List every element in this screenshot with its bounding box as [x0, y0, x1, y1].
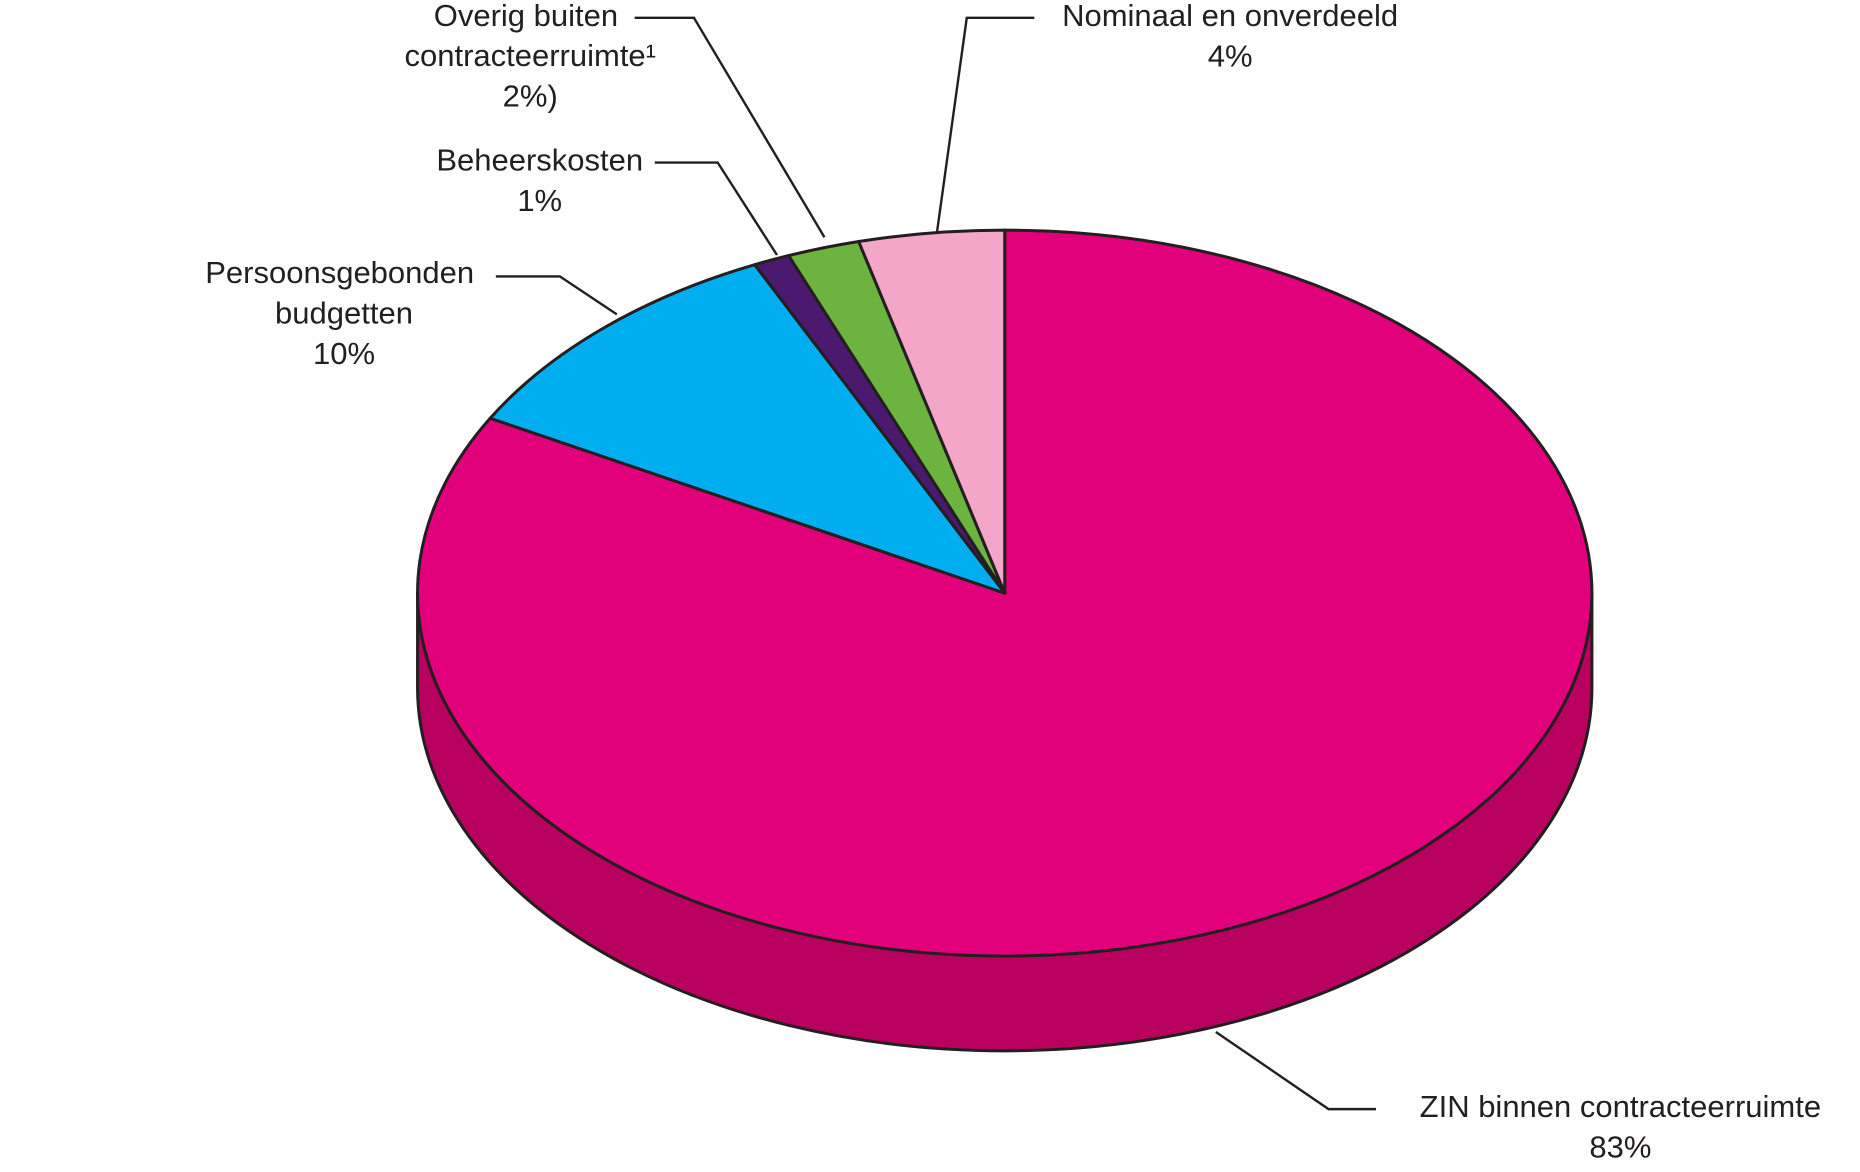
leader-line	[1215, 1031, 1377, 1111]
slice	[488, 263, 1007, 595]
slice-label: ZIN binnen contracteerruimte	[1420, 1089, 1821, 1124]
slice-label: Nominaal en onverdeeld	[1062, 0, 1398, 33]
slice	[857, 228, 1007, 595]
value-label: 83%	[1589, 1130, 1651, 1165]
leader-line	[495, 275, 618, 316]
leader-line	[634, 16, 826, 238]
slice-label: Persoonsgebonden budgetten	[205, 255, 483, 330]
value-label: 4%	[1208, 38, 1253, 73]
value-label: 1%	[517, 183, 562, 218]
leader-line	[935, 16, 1035, 232]
slice-label: Overig buiten contracteerruimte¹	[404, 0, 656, 73]
value-label: 10%	[313, 336, 375, 371]
slice-label: Beheerskosten	[436, 143, 643, 178]
leader-line	[654, 161, 778, 256]
value-label: 2%)	[503, 79, 558, 114]
